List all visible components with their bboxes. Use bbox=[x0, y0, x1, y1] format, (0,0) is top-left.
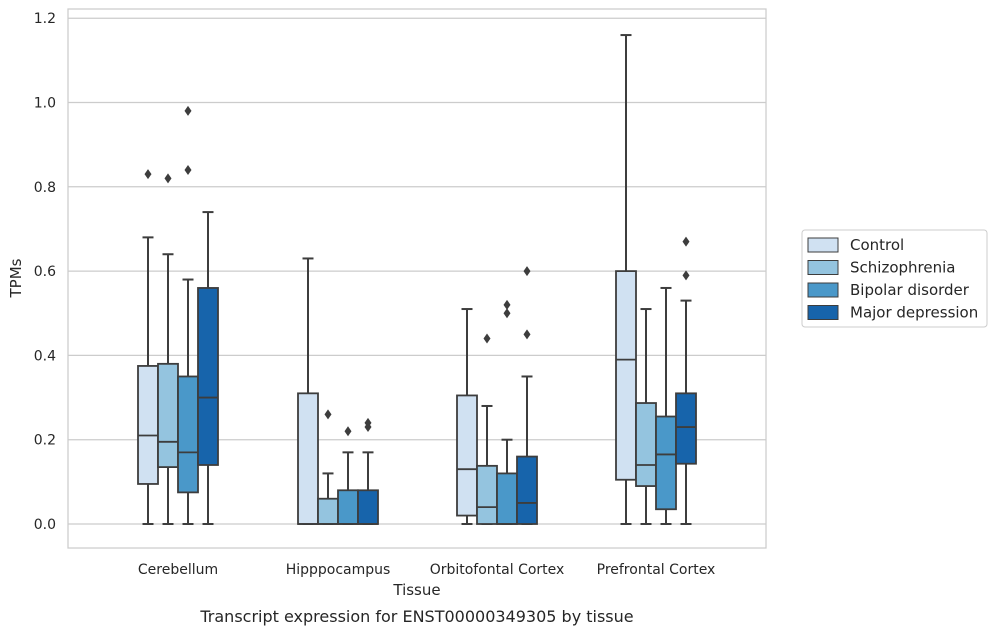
y-axis-label: TPMs bbox=[7, 258, 25, 298]
outlier-point bbox=[682, 236, 690, 247]
outlier-point bbox=[523, 329, 531, 340]
box-schizophrenia-orbitofontal-cortex bbox=[476, 333, 498, 525]
box-schizophrenia-hipppocampus bbox=[317, 409, 339, 525]
outlier-point bbox=[184, 164, 192, 175]
box-schizophrenia-prefrontal-cortex bbox=[635, 308, 657, 525]
outlier-point bbox=[503, 308, 511, 319]
box-series bbox=[137, 34, 697, 525]
y-tick-label: 0.2 bbox=[34, 433, 56, 449]
outlier-point bbox=[682, 270, 690, 281]
box-iqr bbox=[177, 375, 199, 494]
box-control-cerebellum bbox=[137, 169, 159, 525]
box-major-depression-orbitofontal-cortex bbox=[516, 266, 538, 525]
box-major-depression-cerebellum bbox=[197, 211, 219, 525]
outlier-point bbox=[483, 333, 491, 344]
y-tick-label: 0.8 bbox=[34, 180, 56, 196]
legend-label: Bipolar disorder bbox=[850, 281, 970, 299]
legend-entry: Control bbox=[807, 236, 904, 254]
box-iqr bbox=[197, 287, 219, 466]
box-major-depression-prefrontal-cortex bbox=[675, 236, 697, 525]
x-tick-label: Hipppocampus bbox=[286, 562, 391, 578]
y-tick-label: 1.2 bbox=[34, 11, 56, 27]
box-bipolar-disorder-hipppocampus bbox=[337, 426, 359, 525]
legend-swatch bbox=[807, 260, 839, 275]
box-iqr bbox=[675, 392, 697, 465]
x-tick-label: Cerebellum bbox=[138, 562, 218, 578]
y-tick-label: 0.0 bbox=[34, 517, 56, 533]
x-tick-label: Orbitofontal Cortex bbox=[430, 562, 565, 578]
x-axis-ticks: Cerebellum Hipppocampus Orbitofontal Corte… bbox=[138, 562, 715, 578]
y-tick-label: 0.4 bbox=[34, 348, 56, 364]
legend-swatch bbox=[807, 305, 839, 320]
box-bipolar-disorder-cerebellum bbox=[177, 105, 199, 525]
box-iqr bbox=[456, 394, 478, 517]
box-iqr bbox=[297, 392, 319, 525]
outlier-point bbox=[364, 417, 372, 428]
box-iqr bbox=[496, 472, 518, 525]
outlier-point bbox=[164, 173, 172, 184]
box-control-hipppocampus bbox=[297, 257, 319, 525]
box-iqr bbox=[137, 365, 159, 485]
legend-frame bbox=[801, 229, 988, 328]
box-iqr bbox=[337, 489, 359, 525]
box-iqr bbox=[655, 415, 677, 511]
y-axis-ticks: 0.0 0.2 0.4 0.6 0.8 1.0 1.2 bbox=[34, 11, 56, 533]
outlier-point bbox=[324, 409, 332, 420]
outlier-point bbox=[523, 266, 531, 277]
box-iqr bbox=[317, 497, 339, 525]
box-iqr bbox=[157, 362, 179, 468]
box-major-depression-hipppocampus bbox=[357, 417, 379, 525]
y-tick-label: 0.6 bbox=[34, 264, 56, 280]
legend-label: Major depression bbox=[850, 304, 978, 322]
box-iqr bbox=[635, 402, 657, 487]
chart-caption: Transcript expression for ENST0000034930… bbox=[199, 607, 633, 626]
outlier-point bbox=[144, 169, 152, 180]
box-bipolar-disorder-prefrontal-cortex bbox=[655, 286, 677, 525]
box-schizophrenia-cerebellum bbox=[157, 173, 179, 525]
y-tick-label: 1.0 bbox=[34, 96, 56, 112]
box-iqr bbox=[476, 464, 498, 525]
legend-entry: Major depression bbox=[807, 304, 978, 322]
legend-swatch bbox=[807, 237, 839, 253]
box-iqr bbox=[357, 489, 379, 525]
box-iqr bbox=[615, 270, 637, 481]
legend-entry: Bipolar disorder bbox=[807, 281, 970, 299]
legend-label: Schizophrenia bbox=[850, 259, 955, 277]
x-tick-label: Prefrontal Cortex bbox=[597, 562, 716, 578]
plot-area-frame bbox=[67, 8, 767, 549]
box-iqr bbox=[516, 455, 538, 525]
legend-swatch bbox=[807, 282, 839, 298]
box-control-prefrontal-cortex bbox=[615, 34, 637, 525]
legend: Control Schizophrenia Bipolar disorder Majo… bbox=[801, 229, 988, 328]
box-bipolar-disorder-orbitofontal-cortex bbox=[496, 299, 518, 525]
outlier-point bbox=[344, 426, 352, 437]
box-control-orbitofontal-cortex bbox=[456, 308, 478, 525]
x-axis-label: Tissue bbox=[392, 581, 440, 599]
outlier-point bbox=[184, 105, 192, 116]
outlier-point bbox=[503, 299, 511, 310]
legend-label: Control bbox=[850, 236, 904, 254]
legend-entry: Schizophrenia bbox=[807, 259, 955, 277]
